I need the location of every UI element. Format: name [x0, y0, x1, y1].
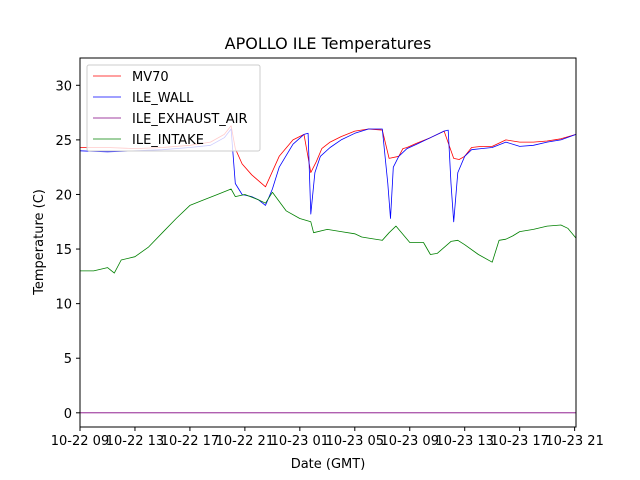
x-tick-label: 10-22 13 — [106, 434, 164, 449]
y-tick-label: 5 — [64, 352, 72, 367]
x-tick-label: 10-22 09 — [51, 434, 109, 449]
x-tick-label: 10-23 09 — [381, 434, 439, 449]
chart-title: APOLLO ILE Temperatures — [225, 34, 432, 53]
legend-box — [86, 64, 261, 152]
legend-label: ILE_WALL — [132, 91, 194, 106]
legend-label: ILE_INTAKE — [132, 133, 204, 148]
x-tick-label: 10-23 05 — [326, 434, 384, 449]
series-line-ile-intake — [80, 188, 577, 274]
y-tick-label: 0 — [64, 407, 72, 422]
x-tick-label: 10-23 17 — [490, 434, 548, 449]
x-tick-label: 10-22 17 — [161, 434, 219, 449]
x-tick-label: 10-22 21 — [216, 434, 274, 449]
x-axis-title: Date (GMT) — [291, 457, 366, 472]
x-tick-label: 10-23 01 — [271, 434, 329, 449]
y-tick-label: 30 — [55, 79, 72, 94]
x-tick-label: 10-23 13 — [435, 434, 493, 449]
legend-label: ILE_EXHAUST_AIR — [132, 112, 248, 127]
x-tick-label: 10-23 21 — [545, 434, 603, 449]
y-tick-label: 25 — [55, 134, 72, 149]
legend: MV70 ILE_WALL ILE_EXHAUST_AIR ILE_INTAKE — [86, 64, 261, 152]
y-tick-label: 15 — [55, 243, 72, 258]
y-tick-label: 20 — [55, 188, 72, 203]
series-line-ile-wall — [79, 128, 577, 223]
y-tick-label: 10 — [55, 298, 72, 313]
y-axis: 0 5 10 15 20 25 30 — [55, 79, 80, 422]
y-axis-title: Temperature (C) — [32, 189, 47, 296]
legend-label: MV70 — [132, 70, 169, 85]
plot-frame — [79, 57, 577, 428]
